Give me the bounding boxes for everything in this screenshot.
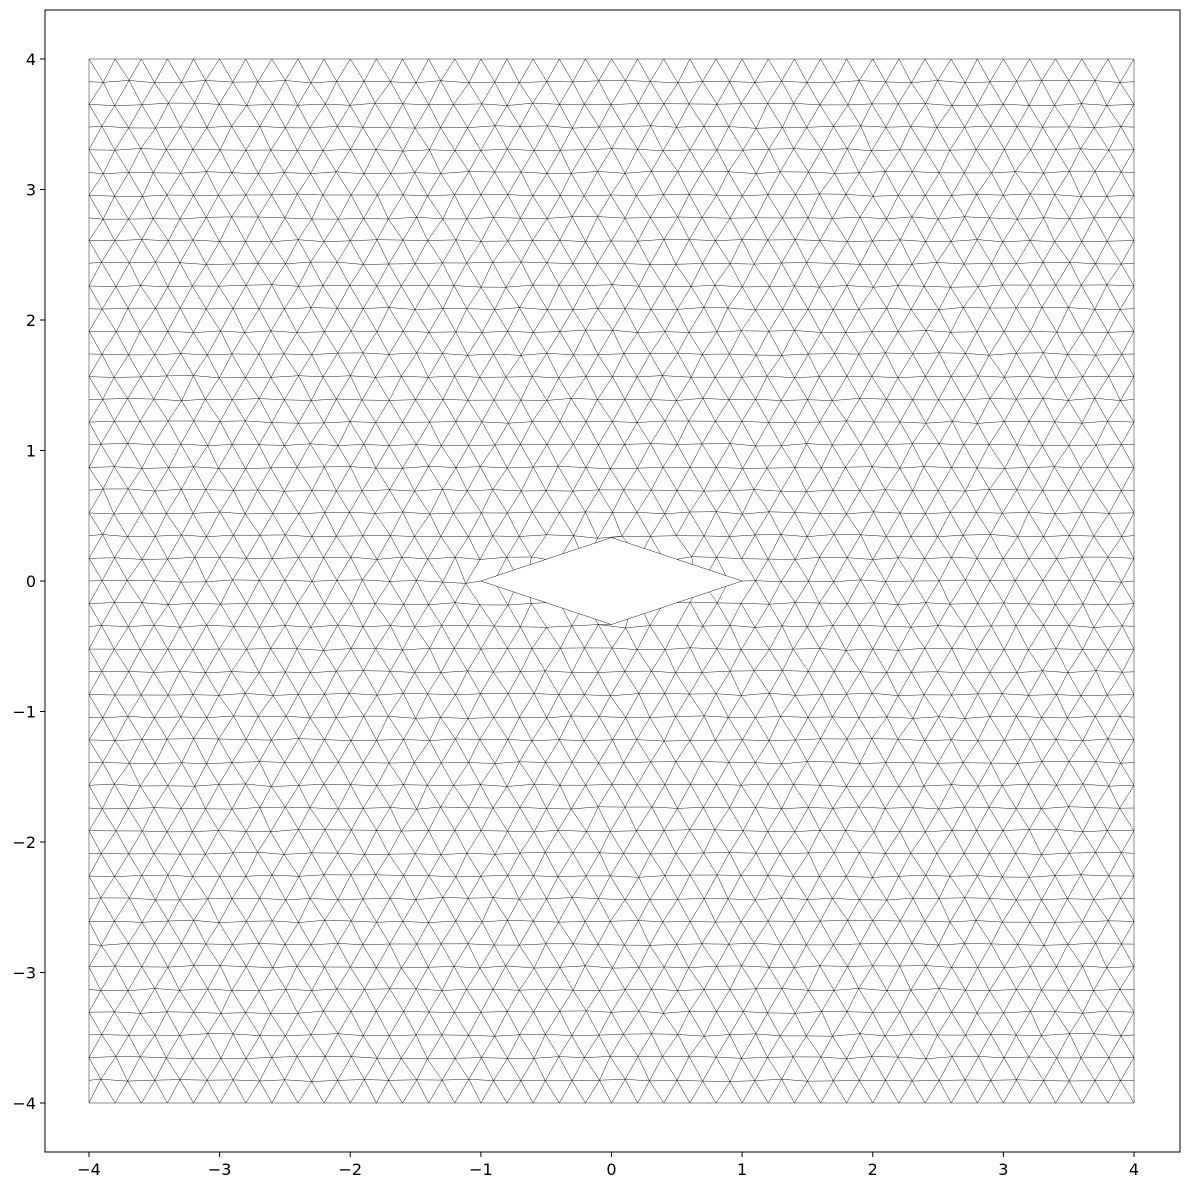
y-tick-label: −3: [12, 964, 36, 983]
mesh-triangles: [88, 58, 1135, 1104]
x-tick-label: 2: [868, 1160, 878, 1179]
y-axis: 4 3 2 1 0 −1 −2 −3 −4: [12, 50, 45, 1113]
x-tick-label: −2: [338, 1160, 362, 1179]
x-axis: −4 −3 −2 −1 0 1 2 3 4: [77, 1152, 1139, 1179]
x-tick-label: 0: [606, 1160, 616, 1179]
mesh-edges: [88, 58, 1135, 1104]
x-tick-label: 3: [998, 1160, 1008, 1179]
y-tick-label: 3: [26, 181, 36, 200]
y-tick-label: −1: [12, 703, 36, 722]
y-tick-label: 2: [26, 311, 36, 330]
x-tick-label: −1: [469, 1160, 493, 1179]
x-tick-label: 1: [737, 1160, 747, 1179]
y-tick-label: 1: [26, 442, 36, 461]
x-tick-label: −4: [77, 1160, 101, 1179]
y-tick-label: −2: [12, 833, 36, 852]
y-tick-label: 4: [26, 50, 36, 69]
y-tick-label: 0: [26, 572, 36, 591]
y-tick-label: −4: [12, 1094, 36, 1113]
x-tick-label: 4: [1129, 1160, 1139, 1179]
x-tick-label: −3: [208, 1160, 232, 1179]
